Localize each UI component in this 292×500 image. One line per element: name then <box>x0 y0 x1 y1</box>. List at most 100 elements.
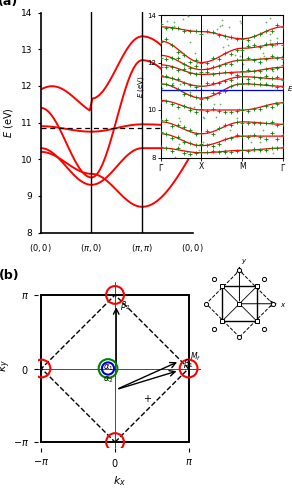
Point <box>275 64 280 72</box>
Point <box>281 98 286 106</box>
Point <box>258 134 262 141</box>
Point <box>269 118 274 126</box>
Point <box>248 130 253 138</box>
Point <box>212 100 217 108</box>
Point <box>176 114 181 122</box>
Point <box>176 134 180 141</box>
Point <box>240 146 245 154</box>
Point <box>281 83 286 91</box>
Point <box>246 36 251 44</box>
Text: $\alpha_1$: $\alpha_1$ <box>103 362 114 372</box>
Point <box>257 138 262 145</box>
Point <box>164 54 169 62</box>
Point <box>170 147 174 155</box>
Point <box>164 72 169 80</box>
Point <box>176 66 180 74</box>
Point <box>281 40 286 48</box>
Point <box>258 30 262 38</box>
Point <box>158 20 163 28</box>
Point <box>220 43 225 51</box>
Point <box>281 22 286 30</box>
Point <box>223 68 227 76</box>
Point <box>263 40 268 48</box>
Point <box>223 108 227 116</box>
Point <box>225 84 230 92</box>
Point <box>158 62 163 70</box>
Point <box>211 70 215 78</box>
Point <box>205 68 210 76</box>
Point <box>252 130 256 138</box>
Point <box>269 40 274 48</box>
Point <box>252 32 256 40</box>
Point <box>211 89 215 97</box>
Point <box>263 18 268 26</box>
Point <box>164 36 169 44</box>
Point <box>205 148 210 156</box>
Point <box>205 26 210 34</box>
Point <box>258 68 262 76</box>
Point <box>268 36 272 44</box>
Point <box>223 77 227 85</box>
Point <box>240 120 245 128</box>
Point <box>158 128 163 136</box>
Point <box>268 30 272 38</box>
Point <box>184 148 189 156</box>
Point <box>228 32 233 40</box>
Point <box>281 76 286 84</box>
Point <box>227 23 231 31</box>
Point <box>228 50 233 58</box>
Point <box>187 86 192 94</box>
Point <box>182 51 186 59</box>
Point <box>182 102 186 110</box>
Point <box>240 80 245 88</box>
Point <box>246 119 251 127</box>
Point <box>258 74 262 82</box>
Point <box>164 96 169 104</box>
Point <box>188 104 192 112</box>
Point <box>246 133 251 141</box>
Y-axis label: $E$ (eV): $E$ (eV) <box>136 75 146 98</box>
Text: $E_F$: $E_F$ <box>287 84 292 95</box>
Point <box>193 140 198 148</box>
Point <box>187 58 192 66</box>
Point <box>182 27 186 35</box>
Point <box>182 78 186 86</box>
Point <box>182 90 186 98</box>
Point <box>228 126 233 134</box>
Point <box>177 80 182 88</box>
Point <box>171 79 175 87</box>
Point <box>177 140 181 148</box>
Point <box>176 84 180 92</box>
Point <box>187 69 192 77</box>
Point <box>217 56 221 64</box>
Point <box>267 39 272 47</box>
Point <box>193 108 198 116</box>
Point <box>197 146 202 154</box>
Y-axis label: $k_y$: $k_y$ <box>0 358 13 372</box>
Point <box>228 60 233 68</box>
Point <box>252 105 256 113</box>
Point <box>240 35 245 43</box>
Point <box>259 30 264 38</box>
Text: $\alpha_2$: $\alpha_2$ <box>103 374 113 385</box>
Point <box>178 117 183 125</box>
Point <box>158 142 163 150</box>
Point <box>205 107 210 115</box>
Point <box>252 72 256 80</box>
Point <box>246 79 251 87</box>
Point <box>193 70 198 78</box>
Point <box>217 69 221 77</box>
Point <box>158 38 163 46</box>
Point <box>258 80 262 88</box>
Point <box>187 26 192 34</box>
Point <box>170 134 175 142</box>
Point <box>179 48 183 56</box>
Point <box>182 138 186 145</box>
Point <box>249 138 254 146</box>
Point <box>187 106 192 114</box>
Point <box>199 129 204 137</box>
Point <box>234 46 239 54</box>
Point <box>205 141 210 149</box>
Point <box>269 144 274 152</box>
Point <box>213 114 218 122</box>
